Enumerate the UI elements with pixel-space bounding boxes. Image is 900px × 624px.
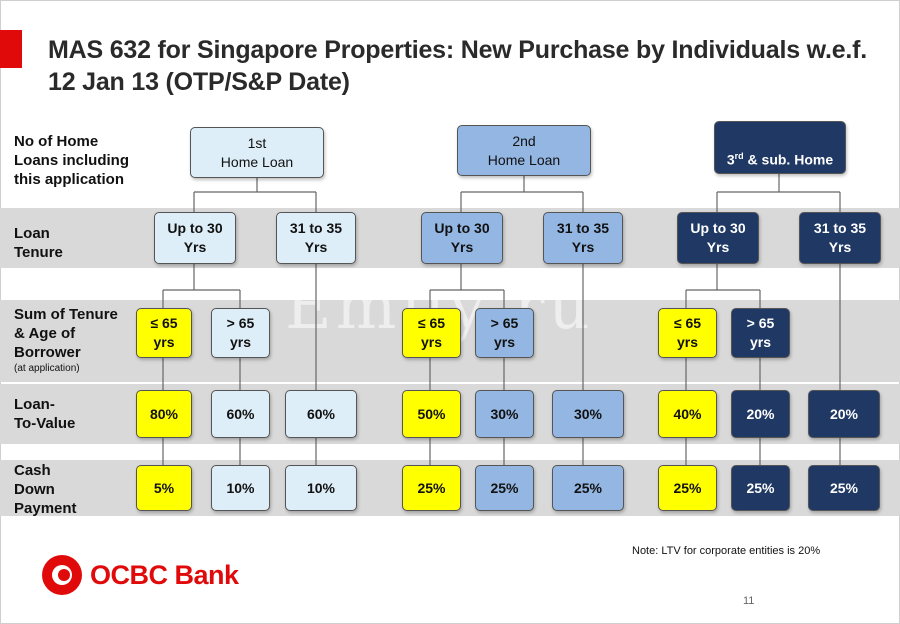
node-g2-ltv-3: 30% bbox=[552, 390, 624, 438]
node-g2-tenure-up-to-30: Up to 30 Yrs bbox=[421, 212, 503, 264]
rowlabel-sum: Sum of Tenure & Age of Borrower (at appl… bbox=[14, 305, 118, 376]
node-1st-home-loan: 1st Home Loan bbox=[190, 127, 324, 178]
node-g3-age-gt-65: > 65 yrs bbox=[731, 308, 790, 358]
node-g1-age-le-65: ≤ 65 yrs bbox=[136, 308, 192, 358]
node-g1-tenure-up-to-30: Up to 30 Yrs bbox=[154, 212, 236, 264]
node-g1-ltv-2: 60% bbox=[211, 390, 270, 438]
rowlabel-sum-sub: (at application) bbox=[14, 363, 80, 374]
node-g3-cash-1: 25% bbox=[658, 465, 717, 511]
node-3rd-rest: & sub. Home bbox=[743, 151, 834, 168]
rowlabel-ltv: Loan- To-Value bbox=[14, 396, 76, 432]
node-g2-cash-1: 25% bbox=[402, 465, 461, 511]
node-2nd-home-loan: 2nd Home Loan bbox=[457, 125, 591, 176]
node-g1-cash-2: 10% bbox=[211, 465, 270, 511]
footnote: Note: LTV for corporate entities is 20% bbox=[632, 545, 821, 557]
rowlabel-loans: No of Home Loans including this applicat… bbox=[14, 133, 129, 188]
rowlabel-cash: Cash Down Payment bbox=[14, 462, 77, 517]
node-3rd-ordinal: 3 bbox=[726, 151, 735, 168]
ocbc-logo: OCBC Bank bbox=[42, 555, 239, 595]
red-accent-bar bbox=[0, 30, 22, 68]
node-g2-age-gt-65: > 65 yrs bbox=[475, 308, 534, 358]
rowlabel-sum-text: Sum of Tenure & Age of Borrower bbox=[14, 306, 118, 361]
node-g3-ltv-1: 40% bbox=[658, 390, 717, 438]
node-3rd-home-loan: 3rd & sub. Home Loan bbox=[714, 121, 846, 206]
node-g2-cash-3: 25% bbox=[552, 465, 624, 511]
rowlabel-tenure: Loan Tenure bbox=[14, 225, 63, 261]
node-g3-cash-2: 25% bbox=[731, 465, 790, 511]
node-g3-ltv-3: 20% bbox=[808, 390, 880, 438]
node-g3-tenure-up-to-30: Up to 30 Yrs bbox=[677, 212, 759, 264]
ocbc-logo-icon bbox=[42, 555, 82, 595]
node-g1-cash-3: 10% bbox=[285, 465, 357, 511]
node-g2-cash-2: 25% bbox=[475, 465, 534, 511]
slide-title: MAS 632 for Singapore Properties: New Pu… bbox=[48, 36, 868, 96]
node-g3-tenure-31-to-35: 31 to 35 Yrs bbox=[799, 212, 881, 264]
node-g1-tenure-31-to-35: 31 to 35 Yrs bbox=[276, 212, 356, 264]
node-g3-cash-3: 25% bbox=[808, 465, 880, 511]
node-3rd-sup: rd bbox=[734, 151, 744, 161]
node-g1-cash-1: 5% bbox=[136, 465, 192, 511]
node-g2-ltv-1: 50% bbox=[402, 390, 461, 438]
node-g1-ltv-3: 60% bbox=[285, 390, 357, 438]
node-g1-age-gt-65: > 65 yrs bbox=[211, 308, 270, 358]
node-g3-age-le-65: ≤ 65 yrs bbox=[658, 308, 717, 358]
node-g3-ltv-2: 20% bbox=[731, 390, 790, 438]
node-3rd-line2: Loan bbox=[763, 189, 797, 206]
node-g1-ltv-1: 80% bbox=[136, 390, 192, 438]
node-g2-tenure-31-to-35: 31 to 35 Yrs bbox=[543, 212, 623, 264]
page-number: 11 bbox=[743, 595, 755, 607]
node-g2-ltv-2: 30% bbox=[475, 390, 534, 438]
ocbc-logo-text: OCBC Bank bbox=[90, 559, 239, 590]
node-g2-age-le-65: ≤ 65 yrs bbox=[402, 308, 461, 358]
